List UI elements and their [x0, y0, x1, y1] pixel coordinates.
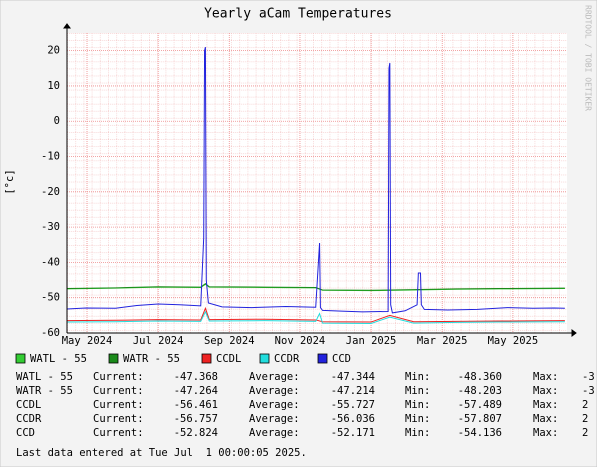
stats-cell: -52.171	[331, 427, 375, 439]
stats-cell: -57.489	[458, 399, 502, 411]
y-tick-label: -30	[41, 221, 60, 233]
stats-cell: -56.036	[331, 413, 375, 425]
y-tick-label: 10	[47, 80, 60, 92]
stats-cell: -56.461	[174, 399, 218, 411]
stats-cell: -52.824	[174, 427, 218, 439]
stats-cell: -47.344	[331, 371, 375, 383]
stats-cell: -54.136	[458, 427, 502, 439]
stats-cell: -48.203	[458, 385, 502, 397]
y-axis-label: [°c]	[4, 169, 16, 194]
legend-swatch	[259, 353, 270, 364]
x-tick-label: Nov 2024	[275, 335, 326, 347]
stats-cell: Current:	[93, 399, 144, 411]
y-tick-label: 0	[54, 115, 60, 127]
stats-cell: Max:	[533, 427, 558, 439]
stats-cell: -3	[582, 385, 595, 397]
stats-cell: Average:	[249, 427, 300, 439]
y-tick-label: -20	[41, 186, 60, 198]
x-tick-label: Sep 2024	[204, 335, 255, 347]
stats-cell: Min:	[405, 371, 430, 383]
legend-swatch	[15, 353, 26, 364]
legend-label: CCDR	[274, 353, 300, 365]
legend-label: WATL - 55	[30, 353, 87, 365]
stats-cell: WATL - 55	[16, 371, 73, 383]
stats-cell: WATR - 55	[16, 385, 73, 397]
series-line	[66, 306, 565, 323]
lines	[66, 47, 565, 324]
stats-cell: Current:	[93, 427, 144, 439]
legend-swatch	[108, 353, 119, 364]
stats-cell: Min:	[405, 399, 430, 411]
stats-cell: 2	[582, 427, 588, 439]
x-tick-label: May 2024	[62, 335, 113, 347]
legend-swatch	[317, 353, 328, 364]
legend-label: CCD	[332, 353, 351, 365]
axes	[63, 23, 577, 337]
legend-label: WATR - 55	[123, 353, 180, 365]
watermark: RRDTOOL / TOBI OETIKER	[584, 5, 593, 111]
stats-cell: CCDR	[16, 413, 42, 425]
stats-cell: 2	[582, 399, 588, 411]
stats-cell: -48.360	[458, 371, 502, 383]
stats-cell: -55.727	[331, 399, 375, 411]
stats-cell: 2	[582, 413, 588, 425]
grid	[67, 33, 567, 334]
stats-cell: CCDL	[16, 399, 41, 411]
stats-cell: Min:	[405, 427, 430, 439]
stats-cell: -47.214	[331, 385, 375, 397]
stats-cell: -47.264	[174, 385, 218, 397]
series-line	[66, 47, 565, 314]
legend-swatch	[201, 353, 212, 364]
stats-cell: Current:	[93, 371, 144, 383]
stats-cell: Average:	[249, 385, 300, 397]
legend: WATL - 55 WATR - 55 CCDL CCDR CCD	[15, 353, 351, 365]
x-tick-label: Jul 2024	[133, 335, 184, 347]
x-tick-label: Mar 2025	[417, 335, 468, 347]
stats-cell: -3	[582, 371, 595, 383]
stats-cell: Min:	[405, 413, 430, 425]
y-tick-label: -50	[41, 292, 60, 304]
stats-cell: -56.757	[174, 413, 218, 425]
legend-label: CCDL	[216, 353, 241, 365]
y-tick-label: 20	[47, 45, 60, 57]
stats-cell: Average:	[249, 413, 300, 425]
chart-title: Yearly aCam Temperatures	[204, 7, 392, 22]
y-tick-label: -40	[41, 256, 60, 268]
x-tick-label: Jan 2025	[346, 335, 397, 347]
stats-cell: -57.807	[458, 413, 502, 425]
y-tick-label: -10	[41, 151, 60, 163]
stats-cell: CCD	[16, 427, 35, 439]
stats-cell: Max:	[533, 371, 558, 383]
stats-cell: Min:	[405, 385, 430, 397]
y-tick-label: -60	[41, 327, 60, 339]
stats-cell: Current:	[93, 385, 144, 397]
stats-table: WATL - 55 Current: -47.368 Average: -47.344 M…	[16, 371, 595, 439]
stats-cell: Average:	[249, 371, 300, 383]
series-line	[66, 310, 565, 324]
x-tick-label: May 2025	[488, 335, 539, 347]
stats-cell: Max:	[533, 385, 558, 397]
footer: Last data entered at Tue Jul 1 00:00:05 …	[16, 447, 307, 459]
stats-cell: Max:	[533, 399, 558, 411]
stats-cell: Average:	[249, 399, 300, 411]
stats-cell: -47.368	[174, 371, 218, 383]
series-line	[66, 282, 565, 291]
stats-cell: Current:	[93, 413, 144, 425]
stats-cell: Max:	[533, 413, 558, 425]
